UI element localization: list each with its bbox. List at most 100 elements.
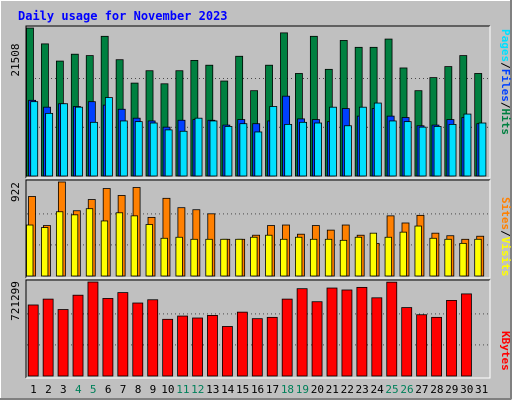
- kbytes-bar: [177, 315, 189, 377]
- chart-marks: 1 2 3 4 5 6 7 8 9 10 11 12 13 14 15 16 17 18 19 20 21 22 23 24 2…: [26, 27, 489, 396]
- legend-sep-3: /: [499, 230, 512, 237]
- kbytes-bar: [416, 314, 428, 377]
- sites-bar: [235, 238, 243, 277]
- sites-bar: [414, 225, 422, 277]
- kbytes-bar: [132, 302, 144, 377]
- day-label: 13: [206, 383, 219, 396]
- sites-bar: [26, 224, 34, 277]
- pages-bar: [433, 126, 442, 177]
- kbytes-bar: [446, 300, 457, 377]
- day-label: 26: [400, 383, 413, 396]
- day-label: 1: [30, 383, 37, 396]
- pages-bar: [448, 123, 457, 177]
- day-label: 30: [460, 383, 473, 396]
- middle-ymax-label: 922: [9, 182, 22, 202]
- pages-bar: [314, 122, 322, 177]
- legend-sep-2: /: [499, 102, 512, 109]
- day-label: 27: [415, 383, 428, 396]
- day-label: 17: [266, 383, 279, 396]
- sites-bar: [354, 236, 363, 277]
- kbytes-bar: [251, 318, 263, 377]
- pages-bar: [119, 120, 128, 177]
- day-label: 2: [45, 383, 52, 396]
- sites-bar: [265, 234, 273, 277]
- kbytes-bar: [356, 286, 368, 377]
- legend-kbytes: KBytes: [499, 331, 512, 371]
- kbytes-bar: [431, 316, 442, 377]
- kbytes-bar: [27, 304, 39, 377]
- day-label: 7: [120, 383, 127, 396]
- pages-bar: [75, 106, 83, 177]
- bottom-ymax-label: 721299: [9, 281, 22, 321]
- pages-bar: [194, 117, 203, 177]
- sites-bar: [280, 238, 288, 277]
- middle-legend: Sites/Visits: [499, 197, 512, 277]
- sites-bar: [429, 237, 437, 277]
- sites-bar: [115, 212, 124, 277]
- day-label: 22: [341, 383, 354, 396]
- pages-bar: [134, 121, 143, 177]
- pages-bar: [388, 120, 397, 177]
- pages-bar: [344, 125, 352, 177]
- chart-title: Daily usage for November 2023: [18, 9, 228, 23]
- kbytes-bar: [222, 326, 233, 377]
- kbytes-bar: [192, 317, 203, 377]
- pages-bar: [329, 106, 337, 177]
- legend-hits: Hits: [499, 109, 512, 136]
- kbytes-bar: [326, 287, 338, 377]
- sites-bar: [145, 224, 153, 277]
- pages-bar: [478, 122, 487, 177]
- pages-bar: [418, 126, 427, 177]
- sites-bar: [55, 211, 64, 277]
- day-label: 15: [236, 383, 249, 396]
- day-label: 3: [60, 383, 67, 396]
- sites-bar: [220, 238, 228, 277]
- top-ymax-label: 21508: [9, 43, 22, 76]
- day-label: 21: [326, 383, 339, 396]
- sites-bar: [250, 236, 258, 277]
- sites-bar: [444, 238, 452, 277]
- day-label: 9: [150, 383, 157, 396]
- sites-bar: [130, 215, 138, 277]
- sites-bar: [384, 236, 392, 277]
- kbytes-bar: [236, 311, 248, 377]
- legend-sites: Sites: [499, 197, 512, 230]
- day-label: 23: [356, 383, 369, 396]
- kbytes-bar: [147, 299, 159, 377]
- pages-bar: [373, 102, 382, 177]
- pages-bar: [269, 106, 278, 177]
- kbytes-bar: [386, 281, 398, 377]
- pages-bar: [105, 97, 113, 177]
- pages-bar: [209, 120, 218, 177]
- pages-bar: [299, 121, 308, 177]
- kbytes-bar: [72, 294, 84, 377]
- kbytes-bar: [162, 318, 174, 377]
- day-label: 25: [385, 383, 398, 396]
- kbytes-bar: [281, 298, 293, 377]
- kbytes-bar: [341, 289, 353, 377]
- pages-bar: [463, 113, 472, 177]
- sites-bar: [324, 238, 333, 277]
- kbytes-bar: [461, 293, 472, 377]
- kbytes-bar: [401, 307, 413, 377]
- pages-bar: [90, 121, 98, 177]
- pages-bar: [45, 112, 54, 177]
- pages-bar: [149, 122, 158, 177]
- pages-bar: [284, 123, 293, 177]
- sites-bar: [41, 227, 49, 277]
- sites-bar: [205, 238, 213, 277]
- day-label: 31: [475, 383, 488, 396]
- kbytes-bar: [311, 301, 323, 377]
- legend-files: Files: [499, 69, 512, 102]
- pages-bar: [164, 129, 173, 177]
- kbytes-bar: [117, 292, 129, 377]
- day-label: 24: [370, 383, 384, 396]
- sites-bar: [399, 231, 407, 277]
- top-legend: Pages/Files/Hits: [499, 29, 512, 135]
- day-label: 10: [161, 383, 174, 396]
- pages-bar: [179, 130, 188, 177]
- sites-bar: [85, 208, 94, 277]
- sites-bar: [175, 236, 183, 277]
- sites-bar: [474, 238, 482, 277]
